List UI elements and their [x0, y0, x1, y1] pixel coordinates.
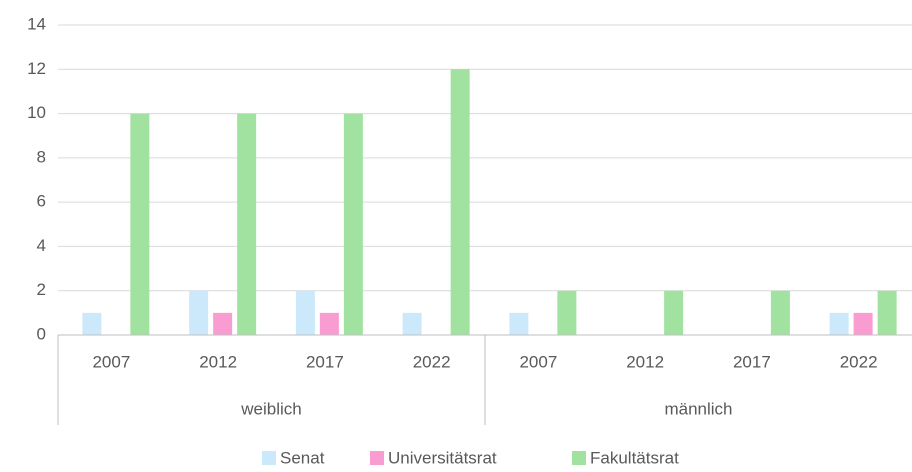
legend-swatch — [572, 451, 586, 465]
bar — [664, 290, 684, 335]
x-tick-label: 2007 — [92, 352, 130, 371]
bar — [557, 290, 577, 335]
bar — [295, 290, 315, 335]
y-tick-label: 6 — [37, 192, 46, 211]
bar — [237, 113, 257, 335]
bar — [82, 312, 102, 335]
x-tick-label: 2022 — [840, 352, 878, 371]
bar — [829, 312, 849, 335]
x-tick-label: 2012 — [199, 352, 237, 371]
x-tick-label: 2017 — [733, 352, 771, 371]
bar — [877, 290, 897, 335]
bar — [450, 69, 470, 336]
bar — [319, 312, 339, 335]
y-tick-label: 8 — [37, 147, 46, 166]
bar — [189, 290, 209, 335]
bar — [130, 113, 150, 335]
bar — [509, 312, 529, 335]
x-tick-label: 2007 — [519, 352, 557, 371]
legend-label: Universitätsrat — [388, 448, 497, 467]
bar — [343, 113, 363, 335]
bar — [402, 312, 422, 335]
bar — [853, 312, 873, 335]
y-tick-label: 10 — [27, 103, 46, 122]
y-tick-label: 2 — [37, 280, 46, 299]
y-tick-label: 14 — [27, 14, 46, 33]
legend-swatch — [370, 451, 384, 465]
x-tick-label: 2017 — [306, 352, 344, 371]
legend-label: Senat — [280, 448, 325, 467]
y-tick-label: 0 — [37, 324, 46, 343]
bar — [213, 312, 233, 335]
y-tick-label: 12 — [27, 59, 46, 78]
legend-swatch — [262, 451, 276, 465]
legend-label: Fakultätsrat — [590, 448, 679, 467]
x-tick-label: 2022 — [413, 352, 451, 371]
y-tick-label: 4 — [37, 236, 46, 255]
bar — [770, 290, 790, 335]
group-label: weiblich — [240, 399, 301, 418]
x-tick-label: 2012 — [626, 352, 664, 371]
group-label: männlich — [664, 399, 732, 418]
